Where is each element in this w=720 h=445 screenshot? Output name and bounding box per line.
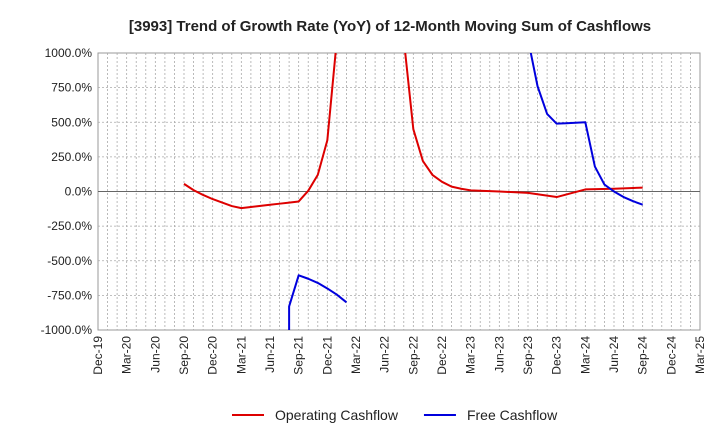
chart-title: [3993] Trend of Growth Rate (YoY) of 12-… bbox=[129, 18, 651, 35]
legend-label-0: Operating Cashflow bbox=[275, 407, 399, 423]
y-tick-label: 250.0% bbox=[51, 150, 92, 164]
y-tick-label: 750.0% bbox=[51, 81, 92, 95]
legend-label-1: Free Cashflow bbox=[467, 407, 558, 423]
series-line-1 bbox=[288, 53, 644, 330]
y-tick-label: -500.0% bbox=[47, 254, 92, 268]
x-tick-label: Jun-24 bbox=[607, 336, 621, 373]
x-tick-label: Jun-23 bbox=[492, 336, 506, 373]
x-tick-label: Sep-22 bbox=[406, 336, 420, 375]
x-tick-label: Mar-21 bbox=[234, 336, 248, 374]
series-lines bbox=[183, 53, 644, 330]
y-tick-label: -250.0% bbox=[47, 219, 92, 233]
x-tick-label: Dec-21 bbox=[320, 336, 334, 375]
legend: Operating Cashflow Free Cashflow bbox=[232, 407, 558, 423]
y-tick-label: 500.0% bbox=[51, 115, 92, 129]
x-tick-label: Sep-23 bbox=[521, 336, 535, 375]
x-tick-label: Dec-23 bbox=[550, 336, 564, 375]
x-tick-label: Sep-21 bbox=[292, 336, 306, 375]
y-tick-label: -1000.0% bbox=[41, 323, 93, 337]
x-tick-label: Jun-21 bbox=[263, 336, 277, 373]
x-tick-label: Dec-24 bbox=[664, 336, 678, 375]
x-tick-label: Mar-23 bbox=[464, 336, 478, 374]
x-tick-label: Dec-19 bbox=[91, 336, 105, 375]
x-tick-label: Jun-22 bbox=[378, 336, 392, 373]
x-tick-label: Dec-20 bbox=[206, 336, 220, 375]
axes: 1000.0% 750.0% 500.0% 250.0% 0.0% -250.0% -500… bbox=[41, 46, 707, 375]
y-tick-label: -750.0% bbox=[47, 288, 92, 302]
x-tick-label: Mar-20 bbox=[120, 336, 134, 374]
x-tick-label: Sep-24 bbox=[636, 336, 650, 375]
x-tick-label: Sep-20 bbox=[177, 336, 191, 375]
y-tick-label: 0.0% bbox=[65, 185, 93, 199]
x-tick-label: Jun-20 bbox=[148, 336, 162, 373]
series-line-0 bbox=[183, 53, 643, 210]
x-tick-label: Dec-22 bbox=[435, 336, 449, 375]
x-tick-label: Mar-24 bbox=[578, 336, 592, 374]
y-tick-label: 1000.0% bbox=[45, 46, 93, 60]
x-tick-label: Mar-25 bbox=[693, 336, 707, 374]
x-tick-label: Mar-22 bbox=[349, 336, 363, 374]
grid bbox=[97, 52, 701, 331]
